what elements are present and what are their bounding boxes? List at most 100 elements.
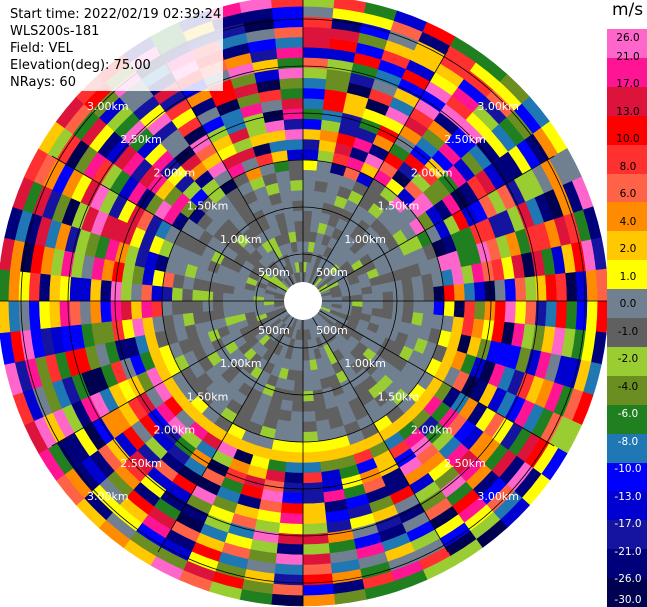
ppi-gate bbox=[585, 269, 599, 302]
colorbar-swatch bbox=[607, 520, 647, 550]
colorbar-tick-label: 17.0 bbox=[616, 78, 640, 91]
ppi-gate bbox=[302, 370, 312, 382]
ppi-gate bbox=[161, 300, 173, 317]
ppi-gate bbox=[302, 67, 328, 80]
ppi-gate bbox=[302, 543, 330, 556]
ppi-gate bbox=[276, 46, 304, 59]
ppi-gate bbox=[545, 300, 558, 328]
ppi-gate bbox=[311, 379, 323, 392]
ppi-gate bbox=[285, 451, 304, 464]
colorbar-tick-label: 21.0 bbox=[616, 50, 640, 63]
ppi-gate bbox=[201, 290, 214, 302]
ppi-gate bbox=[191, 289, 204, 302]
ppi-gate bbox=[18, 270, 31, 302]
ppi-gate bbox=[38, 300, 51, 329]
range-ring-label: 2.50km bbox=[120, 133, 162, 146]
ppi-gate bbox=[271, 583, 304, 597]
colorbar-tick-label: 10.0 bbox=[616, 133, 640, 146]
colorbar-swatch bbox=[607, 86, 647, 117]
ppi-gate bbox=[171, 300, 183, 316]
ppi-gate bbox=[288, 421, 304, 433]
ppi-gate bbox=[302, 199, 314, 212]
colorbar-tick-label: -6.0 bbox=[617, 408, 639, 421]
ppi-gate bbox=[302, 502, 326, 515]
elevation: Elevation(deg): 75.00 bbox=[10, 58, 151, 73]
ppi-gate bbox=[372, 300, 384, 310]
ppi-gate bbox=[302, 390, 314, 403]
ppi-gate bbox=[362, 293, 374, 302]
range-ring-label: 500m bbox=[258, 266, 290, 279]
ppi-gate bbox=[295, 230, 304, 242]
range-ring-label: 1.00km bbox=[344, 357, 386, 370]
ppi-gate bbox=[69, 300, 82, 326]
ppi-gate bbox=[302, 77, 327, 90]
ppi-gate bbox=[284, 461, 304, 474]
ppi-gate bbox=[372, 292, 384, 302]
ppi-gate bbox=[302, 360, 311, 372]
colorbar-swatch bbox=[607, 462, 647, 492]
ppi-gate bbox=[494, 279, 507, 302]
ppi-gate bbox=[298, 261, 304, 273]
ppi-gate bbox=[302, 522, 328, 535]
ppi-gate bbox=[171, 286, 183, 302]
ppi-gate bbox=[273, 563, 304, 576]
colorbar-tick-label: 6.0 bbox=[619, 188, 637, 201]
ppi-gate bbox=[161, 285, 173, 302]
ppi-gate bbox=[292, 390, 304, 403]
ppi-gate bbox=[473, 281, 486, 302]
ppi-gate bbox=[302, 159, 319, 171]
ppi-gate bbox=[423, 300, 435, 316]
range-ring-label: 1.00km bbox=[220, 357, 262, 370]
ppi-gate bbox=[302, 492, 325, 505]
ppi-gate bbox=[79, 300, 92, 325]
ppi-gate bbox=[0, 268, 11, 302]
azimuth-spoke bbox=[312, 49, 449, 285]
ppi-gate bbox=[302, 329, 308, 341]
colorbar-swatch bbox=[607, 491, 647, 521]
ppi-gate bbox=[302, 5, 335, 19]
ppi-gate bbox=[270, 593, 304, 607]
ppi-gate bbox=[290, 410, 304, 423]
ppi-gate bbox=[302, 220, 312, 232]
azimuth-spoke bbox=[51, 310, 287, 447]
ppi-gate bbox=[294, 220, 304, 232]
ppi-gate bbox=[302, 350, 310, 362]
range-ring-label: 3.00km bbox=[87, 490, 129, 503]
ppi-gate bbox=[392, 300, 405, 312]
ppi-gate bbox=[222, 300, 234, 310]
field-name: Field: VEL bbox=[10, 41, 73, 56]
start-time: Start time: 2022/02/19 02:39:24 bbox=[10, 7, 222, 22]
ppi-gate bbox=[302, 0, 335, 9]
ppi-gate bbox=[281, 200, 294, 213]
ppi-gate bbox=[443, 284, 456, 302]
ppi-gate bbox=[302, 553, 331, 566]
ppi-gate bbox=[181, 288, 194, 302]
range-ring-label: 500m bbox=[258, 324, 290, 337]
ppi-gate bbox=[302, 118, 323, 131]
ppi-gate bbox=[575, 300, 588, 332]
ppi-gate bbox=[302, 451, 321, 464]
range-ring-label: 2.50km bbox=[444, 457, 486, 470]
ppi-gate bbox=[290, 179, 304, 192]
colorbar-swatch bbox=[607, 375, 647, 406]
ppi-gate bbox=[302, 169, 318, 181]
ppi-gate bbox=[253, 300, 265, 307]
ppi-gate bbox=[279, 190, 293, 203]
colorbar-tick-label: -1.0 bbox=[617, 325, 639, 338]
ppi-gate bbox=[280, 502, 304, 515]
ppi-gate bbox=[433, 285, 445, 302]
ppi-gate bbox=[212, 291, 224, 302]
ppi-gate bbox=[302, 148, 320, 161]
ppi-gate bbox=[381, 281, 394, 293]
ppi-gate bbox=[140, 300, 153, 319]
colorbar-swatch bbox=[607, 231, 647, 261]
ppi-gate bbox=[524, 276, 537, 302]
ppi-gate bbox=[242, 300, 254, 308]
ppi-gate bbox=[504, 278, 517, 302]
ppi-gate bbox=[302, 26, 333, 39]
ppi-gate bbox=[302, 36, 331, 49]
ppi-gate bbox=[239, 0, 273, 14]
ppi-gate bbox=[89, 300, 102, 324]
ppi-gate bbox=[412, 300, 425, 314]
ppi-gate bbox=[392, 290, 405, 302]
